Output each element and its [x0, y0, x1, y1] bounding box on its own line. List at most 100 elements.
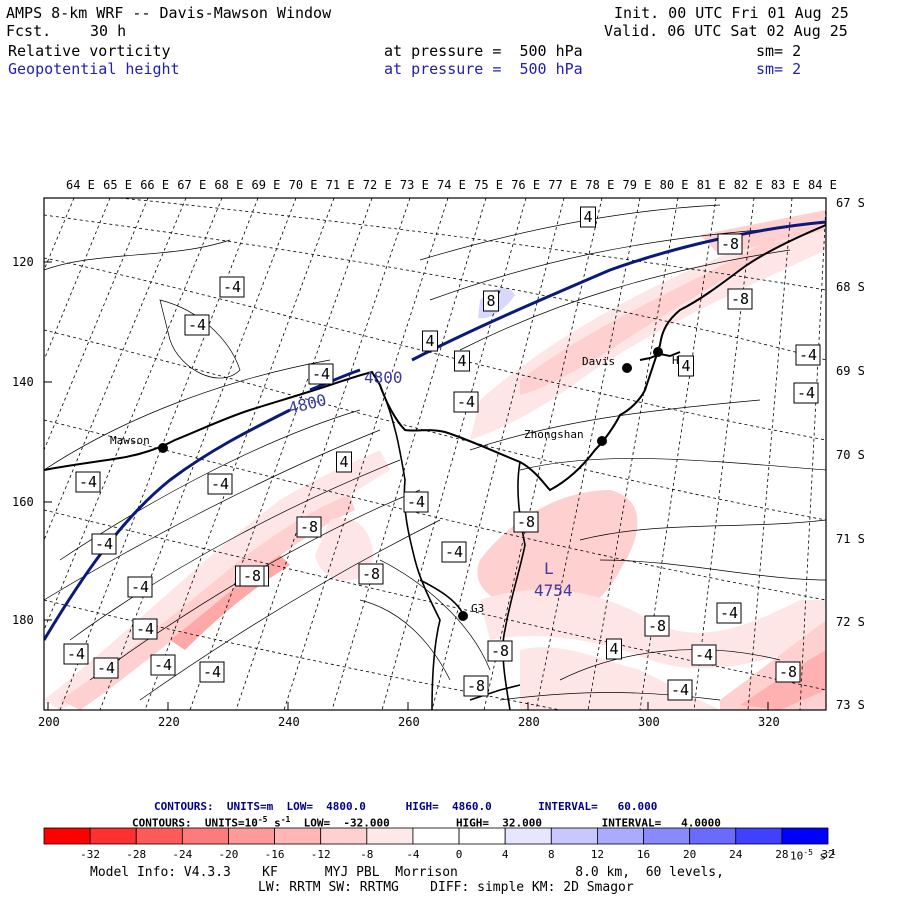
longitude-label: 64 E — [66, 178, 95, 192]
station-dot-zhongshan — [597, 436, 607, 446]
grid-x-label: 200 — [38, 715, 60, 729]
vorticity-label: 4 — [681, 357, 690, 375]
longitude-label: 79 E — [623, 178, 652, 192]
colorbar-swatch — [781, 827, 829, 845]
colorbar-tick: 16 — [637, 848, 650, 861]
forecast-hours: 30 h — [90, 22, 127, 40]
valid-time: Valid. 06 UTC Sat 02 Aug 25 — [604, 22, 848, 40]
vorticity-label-box — [513, 511, 539, 533]
axis-ticks — [44, 261, 769, 710]
station-dot-g3 — [458, 611, 468, 621]
map-title: AMPS 8-km WRF -- Davis-Mawson Window — [6, 4, 332, 22]
longitude-label: 77 E — [548, 178, 577, 192]
vorticity-label-box — [454, 350, 470, 372]
vorticity-label: -4 — [97, 659, 115, 677]
latitude-label: 68 S — [836, 280, 865, 294]
vorticity-label: 4 — [425, 332, 434, 350]
grid-x-labels: 200 220 240 260 280 300 320 — [38, 715, 780, 729]
colorbar-tick: 32 — [821, 848, 834, 861]
vorticity-label: -4 — [695, 646, 713, 664]
vorticity-label: -4 — [720, 604, 738, 622]
vorticity-label-box — [308, 363, 334, 385]
vorticity-label: -4 — [671, 681, 689, 699]
latitude-label: 73 S — [836, 698, 865, 712]
longitude-label: 67 E — [177, 178, 206, 192]
vorticity-label: -8 — [467, 677, 485, 695]
vorticity-label-box — [127, 576, 153, 598]
colorbar-tick: -8 — [360, 848, 373, 861]
latitude-label: 71 S — [836, 532, 865, 546]
vorticity-label: -4 — [797, 384, 815, 402]
model-info: Model Info: V4.3.3 KF MYJ PBL Morrison 8… — [90, 865, 724, 880]
station-label-mawson: Mawson — [110, 434, 150, 447]
vorticity-label-box — [667, 679, 693, 701]
latitude-label: 72 S — [836, 615, 865, 629]
latlon-grid — [44, 198, 826, 710]
vorticity-label: -4 — [79, 473, 97, 491]
vorticity-label: -4 — [131, 578, 149, 596]
vorticity-label: -8 — [648, 617, 666, 635]
vorticity-label: -4 — [211, 475, 229, 493]
vorticity-label-box — [453, 391, 479, 413]
vorticity-label-box — [239, 565, 265, 587]
vorticity-label: -4 — [188, 316, 206, 334]
vorticity-shading — [44, 210, 826, 710]
vorticity-label-box — [296, 516, 322, 538]
vorticity-label-box — [580, 206, 596, 228]
longitude-label: 84 E — [808, 178, 837, 192]
vorticity-label-box — [716, 602, 742, 624]
vorticity-label: -4 — [67, 645, 85, 663]
vorticity-label: 4 — [339, 453, 348, 471]
vorticity-contour-exp: -5 — [257, 815, 268, 824]
vorticity-label: -8 — [300, 518, 318, 536]
colorbar-swatch — [89, 827, 137, 845]
vorticity-label-box — [63, 643, 89, 665]
longitude-label: 74 E — [437, 178, 466, 192]
vorticity-contour-units: CONTOURS: UNITS=10 — [132, 816, 258, 830]
height-contour-info: CONTOURS: UNITS=m LOW= 4800.0 HIGH= 4860… — [154, 800, 658, 813]
longitude-label: 78 E — [585, 178, 614, 192]
station-dot-hp4 — [653, 347, 663, 357]
vorticity-label-box — [678, 355, 694, 377]
vorticity-label: -8 — [731, 290, 749, 308]
vorticity-label-box — [93, 657, 119, 679]
longitude-labels: 64 E 65 E 66 E 67 E 68 E 69 E 70 E 71 E 72 E 73 E… — [66, 178, 837, 192]
vorticity-label: -4 — [457, 393, 475, 411]
field1-name: Relative vorticity — [8, 42, 171, 60]
vorticity-label: -8 — [491, 642, 509, 660]
vorticity-label: -8 — [243, 567, 261, 585]
vorticity-label-box — [483, 290, 499, 312]
vorticity-label-box — [184, 314, 210, 336]
latitude-label: 70 S — [836, 448, 865, 462]
station-label-zhongshan: Zhongshan — [524, 428, 584, 441]
colorbar-tick: -20 — [219, 848, 239, 861]
height-contour-label: 4800 — [364, 368, 403, 387]
vorticity-label: -4 — [799, 346, 817, 364]
colorbar-tick: 8 — [548, 848, 555, 861]
longitude-label: 83 E — [771, 178, 800, 192]
colorbar-unit-s-exp: -1 — [826, 848, 836, 857]
height-contour-label: 4800 — [286, 390, 328, 418]
grid-x-label: 220 — [158, 715, 180, 729]
longitude-label: 81 E — [697, 178, 726, 192]
vorticity-label: -8 — [362, 565, 380, 583]
grid-x-label: 300 — [638, 715, 660, 729]
vorticity-contour-exp-s: -1 — [280, 815, 291, 824]
station-dot-davis — [622, 363, 632, 373]
vorticity-label-box — [463, 675, 489, 697]
vorticity-label-box — [795, 344, 821, 366]
vorticity-label-box — [199, 661, 225, 683]
longitude-label: 73 E — [400, 178, 429, 192]
vorticity-label-box — [403, 491, 429, 513]
grid-y-label: 160 — [12, 495, 34, 509]
grid-x-label: 260 — [398, 715, 420, 729]
vorticity-label-box — [717, 233, 743, 255]
station-markers — [158, 347, 663, 621]
longitude-label: 65 E — [103, 178, 132, 192]
vorticity-label-box — [606, 638, 622, 660]
model-info-physics: LW: RRTM SW: RRTMG DIFF: simple KM: 2D S… — [258, 880, 634, 895]
longitude-label: 66 E — [140, 178, 169, 192]
init-time: Init. 00 UTC Fri 01 Aug 25 — [614, 4, 849, 22]
vorticity-label-box — [150, 654, 176, 676]
vorticity-label-box — [358, 563, 384, 585]
